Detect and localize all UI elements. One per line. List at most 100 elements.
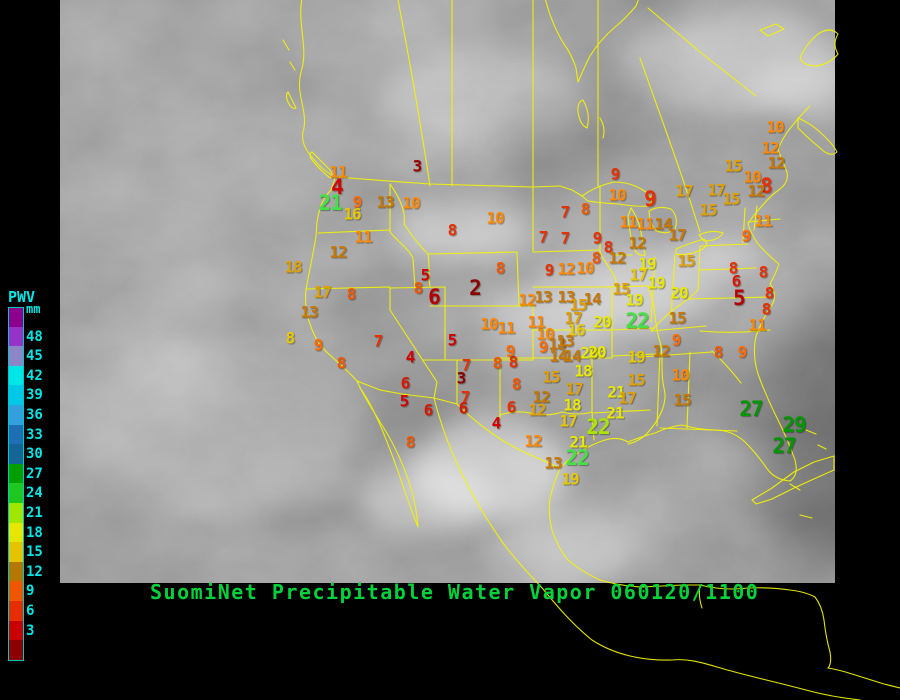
station-value: 13: [300, 302, 318, 322]
station-value: 10: [486, 208, 504, 228]
station-value: 4: [491, 413, 502, 433]
legend-color-step: [8, 561, 24, 583]
southeast-state-borders: [639, 296, 771, 432]
station-value: 14: [583, 289, 601, 309]
station-value: 9: [538, 337, 549, 357]
texas-oklahoma-borders: [499, 353, 656, 441]
station-value: 7: [560, 228, 571, 248]
legend-tick-label: 42: [26, 367, 43, 384]
cloud-mass: [680, 440, 780, 485]
station-value: 2: [469, 276, 482, 300]
st-lawrence-river: [647, 7, 757, 97]
station-value: 9: [592, 228, 603, 248]
station-value: 27: [772, 434, 796, 458]
station-value: 8: [447, 220, 458, 240]
us-canada-border: [334, 176, 583, 197]
station-value: 11: [527, 312, 545, 332]
station-value: 10: [743, 167, 761, 187]
station-value: 14: [654, 214, 672, 234]
satellite-image: [60, 0, 835, 583]
station-value: 11: [754, 211, 772, 231]
station-value: 8: [508, 352, 519, 372]
station-value: 11: [329, 162, 347, 182]
us-mexico-border: [356, 380, 561, 469]
western-state-borders: [305, 183, 534, 405]
legend-color-step: [8, 405, 24, 426]
legend-color-step: [8, 542, 24, 564]
station-value: 15: [722, 189, 740, 209]
station-value: 21: [606, 403, 624, 423]
station-value: 8: [713, 342, 724, 362]
hudson-bay-outline: [544, 0, 639, 83]
station-value: 10: [536, 324, 554, 344]
lake-superior: [581, 181, 652, 207]
station-value: 22: [565, 446, 589, 470]
station-value: 11: [748, 315, 766, 335]
vancouver-island: [309, 151, 333, 179]
legend-color-step: [8, 601, 24, 622]
station-value: 6: [428, 285, 441, 309]
legend-tick-label: 6: [26, 603, 35, 619]
station-value: 14: [549, 346, 567, 366]
station-value: 3: [412, 156, 423, 176]
anticosti-island: [759, 23, 785, 37]
legend-color-step: [8, 483, 24, 505]
station-value: 11: [497, 318, 515, 338]
station-value: 6: [400, 373, 411, 393]
cloud-mass: [620, 10, 835, 110]
station-value: 15: [668, 308, 686, 328]
legend-tick-label: 12: [26, 563, 43, 580]
legend-color-step: [8, 365, 24, 387]
station-value: 6: [458, 398, 469, 418]
station-value: 19: [647, 273, 665, 293]
plains-state-borders: [427, 185, 656, 419]
station-value: 6: [731, 271, 742, 291]
station-value: 17: [313, 282, 331, 302]
cloud-mass: [410, 420, 570, 520]
station-value: 16: [567, 320, 585, 340]
station-value: 8: [761, 299, 772, 319]
station-value: 13: [556, 331, 574, 351]
station-value: 10: [576, 258, 594, 278]
station-value: 12: [528, 400, 546, 420]
station-value: 12: [767, 153, 785, 173]
northeast-state-borders: [699, 205, 781, 271]
cloud-mass: [390, 200, 530, 265]
legend-tick-label: 9: [26, 583, 35, 600]
legend-tick-label: 33: [26, 426, 43, 443]
legend-title: PWV: [8, 288, 36, 306]
station-value: 15: [699, 200, 717, 220]
cloud-mass: [380, 55, 590, 145]
station-value: 7: [461, 355, 472, 375]
station-value: 21: [318, 191, 342, 215]
station-value: 12: [524, 431, 542, 451]
legend-color-step: [8, 581, 24, 603]
station-value: 9: [610, 164, 621, 184]
station-value: 10: [671, 365, 689, 385]
station-value: 17: [629, 265, 647, 285]
product-title: SuomiNet Precipitable Water Vapor 060120…: [150, 580, 760, 604]
station-value: 21: [569, 432, 587, 452]
station-value: 7: [560, 202, 571, 222]
station-value: 8: [413, 278, 424, 298]
station-value: 8: [495, 258, 506, 278]
station-value: 13: [544, 453, 562, 473]
station-value: 19: [638, 254, 656, 274]
legend-color-step: [8, 444, 24, 466]
station-value: 16: [343, 204, 361, 224]
station-value: 12: [532, 387, 550, 407]
station-value: 5: [733, 286, 746, 310]
haida-gwaii: [282, 39, 297, 109]
station-value: 9: [352, 192, 363, 212]
legend-color-step: [8, 503, 24, 524]
station-value: 6: [506, 397, 517, 417]
legend-color-step: [8, 385, 24, 407]
station-value: 27: [739, 397, 763, 421]
station-value: 7: [538, 227, 549, 247]
gulf-and-atlantic-coastline: [559, 105, 811, 482]
station-value: 12: [608, 248, 626, 268]
legend-tick-label: 30: [26, 446, 43, 463]
legend-tick-label: 39: [26, 387, 43, 404]
